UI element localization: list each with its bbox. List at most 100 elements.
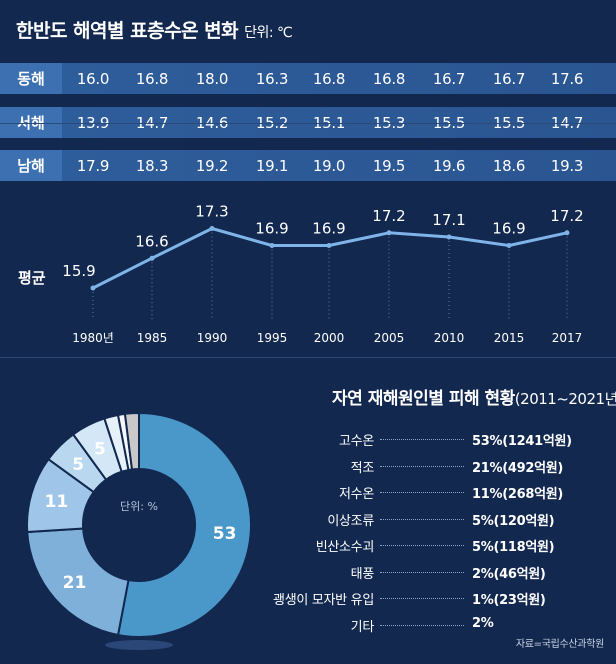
legend-leader bbox=[380, 545, 464, 546]
table-cell: 15.3 bbox=[372, 113, 406, 132]
donut-unit: 단위: % bbox=[120, 500, 158, 513]
table-cell: 15.2 bbox=[255, 113, 289, 132]
legend-leader bbox=[380, 624, 464, 626]
legend-name: 빈산소수괴 bbox=[315, 540, 375, 555]
slice-label: 5 bbox=[94, 439, 106, 459]
table-cell: 16.8 bbox=[312, 69, 346, 88]
bottom-title-period: (2011~2021년) bbox=[514, 390, 616, 408]
legend-value: 5%(118억원) bbox=[472, 540, 555, 555]
table-row: 동해 16.0 16.8 18.0 16.3 16.8 16.8 16.7 16.7 17.6 bbox=[0, 63, 616, 94]
legend-name: 고수온 bbox=[339, 434, 374, 449]
data-label: 17.2 bbox=[372, 207, 405, 225]
data-point bbox=[326, 243, 332, 248]
table-cell: 16.3 bbox=[255, 69, 289, 88]
table-cell: 16.7 bbox=[432, 69, 466, 88]
slice-label: 11 bbox=[45, 492, 69, 512]
x-tick-label: 2000 bbox=[314, 331, 345, 345]
data-label: 16.6 bbox=[135, 232, 168, 250]
legend-item: 적조 21%(492억원) bbox=[290, 455, 610, 477]
slice-label: 21 bbox=[63, 573, 87, 593]
legend-leader bbox=[380, 465, 464, 467]
x-tick-label: 1995 bbox=[257, 331, 288, 345]
x-tick-label: 1980년 bbox=[72, 331, 114, 345]
table-cell: 17.9 bbox=[76, 156, 110, 175]
x-tick-label: 2005 bbox=[374, 331, 405, 345]
section-divider bbox=[0, 357, 616, 358]
title-unit: 단위: ℃ bbox=[244, 25, 293, 41]
legend-leader bbox=[380, 439, 464, 440]
legend-value: 2% bbox=[472, 615, 494, 631]
pie-slice bbox=[26, 527, 130, 637]
section-divider bbox=[0, 123, 616, 124]
legend-leader bbox=[380, 598, 464, 599]
table-cell: 14.7 bbox=[135, 113, 169, 132]
legend-leader bbox=[380, 518, 464, 520]
data-label: 17.2 bbox=[550, 207, 583, 225]
x-tick-label: 1985 bbox=[137, 331, 168, 345]
table-cell: 15.1 bbox=[312, 113, 346, 132]
data-label: 16.9 bbox=[312, 220, 345, 238]
legend-item: 기타 2% bbox=[290, 614, 610, 636]
table-cell: 19.2 bbox=[195, 156, 229, 175]
legend-name: 이상조류 bbox=[327, 513, 374, 529]
data-point bbox=[209, 226, 215, 231]
average-line-chart: 평균 15.9 1980년 16.6 1985 17.3 1990 16.9 1995 16.9 2… bbox=[18, 203, 584, 346]
x-tick-label: 2017 bbox=[552, 331, 583, 345]
data-point bbox=[564, 230, 570, 236]
table-cell: 14.6 bbox=[195, 113, 229, 132]
table-cell: 16.8 bbox=[135, 69, 169, 88]
pie-slice bbox=[116, 411, 252, 638]
table-cell: 19.0 bbox=[312, 156, 346, 175]
legend-item: 저수온 11%(268억원) bbox=[290, 481, 610, 503]
x-tick-label: 2010 bbox=[434, 331, 465, 345]
page-title: 한반도 해역별 표층수온 변화 단위: ℃ bbox=[16, 16, 293, 43]
legend-name: 기타 bbox=[350, 619, 375, 635]
legend-item: 빈산소수괴 5%(118억원) bbox=[290, 534, 610, 556]
table-cell: 19.1 bbox=[255, 156, 289, 175]
legend-value: 53%(1241억원) bbox=[472, 434, 572, 449]
legend-item: 태풍 2%(46억원) bbox=[290, 561, 610, 583]
slice-label: 53 bbox=[213, 524, 237, 544]
legend-value: 2%(46억원) bbox=[472, 566, 546, 582]
data-label: 16.9 bbox=[255, 220, 288, 238]
legend-value: 21%(492억원) bbox=[472, 460, 564, 476]
table-cell: 18.3 bbox=[135, 156, 169, 175]
legend-value: 5%(120억원) bbox=[472, 513, 555, 529]
table-row: 서해 13.9 14.7 14.6 15.2 15.1 15.3 15.5 15.5 14.7 bbox=[0, 107, 616, 138]
pie-slice bbox=[123, 411, 140, 471]
table-cell: 15.5 bbox=[492, 113, 526, 132]
legend-item: 고수온 53%(1241억원) bbox=[290, 428, 610, 450]
data-label: 17.3 bbox=[195, 203, 228, 221]
bottom-title: 자연 재해원인별 피해 현황(2011~2021년) bbox=[332, 384, 616, 409]
data-point bbox=[506, 243, 512, 248]
table-cell: 19.3 bbox=[550, 156, 584, 175]
title-text: 한반도 해역별 표층수온 변화 bbox=[16, 20, 239, 42]
table-cell: 19.6 bbox=[432, 156, 466, 175]
table-cell: 18.0 bbox=[195, 69, 229, 88]
data-label: 17.1 bbox=[432, 211, 465, 229]
table-cell: 19.5 bbox=[372, 156, 406, 175]
table-cell: 16.7 bbox=[492, 69, 526, 88]
table-cell: 16.0 bbox=[76, 69, 110, 88]
legend-value: 1%(23억원) bbox=[472, 593, 546, 608]
sea-name: 동해 bbox=[0, 63, 62, 94]
donut-shadow bbox=[105, 640, 173, 650]
bottom-title-text: 자연 재해원인별 피해 현황 bbox=[332, 389, 515, 409]
legend-name: 적조 bbox=[350, 460, 375, 476]
x-tick-label: 1990 bbox=[197, 331, 228, 345]
legend-item: 괭생이 모자반 유입 1%(23억원) bbox=[273, 587, 610, 609]
x-tick-label: 2015 bbox=[494, 331, 525, 345]
sea-name: 남해 bbox=[0, 150, 62, 181]
slice-label: 5 bbox=[72, 455, 84, 475]
data-label: 16.9 bbox=[492, 220, 525, 238]
average-label: 평균 bbox=[18, 269, 46, 287]
table-cell: 18.6 bbox=[492, 156, 526, 175]
table-cell: 17.6 bbox=[550, 69, 584, 88]
table-row: 남해 17.9 18.3 19.2 19.1 19.0 19.5 19.6 18.6 19.3 bbox=[0, 150, 616, 181]
legend-item: 이상조류 5%(120억원) bbox=[290, 508, 610, 530]
data-point bbox=[90, 285, 96, 291]
data-point bbox=[149, 255, 155, 261]
legend-name: 태풍 bbox=[350, 566, 375, 582]
data-label: 15.9 bbox=[62, 262, 95, 280]
